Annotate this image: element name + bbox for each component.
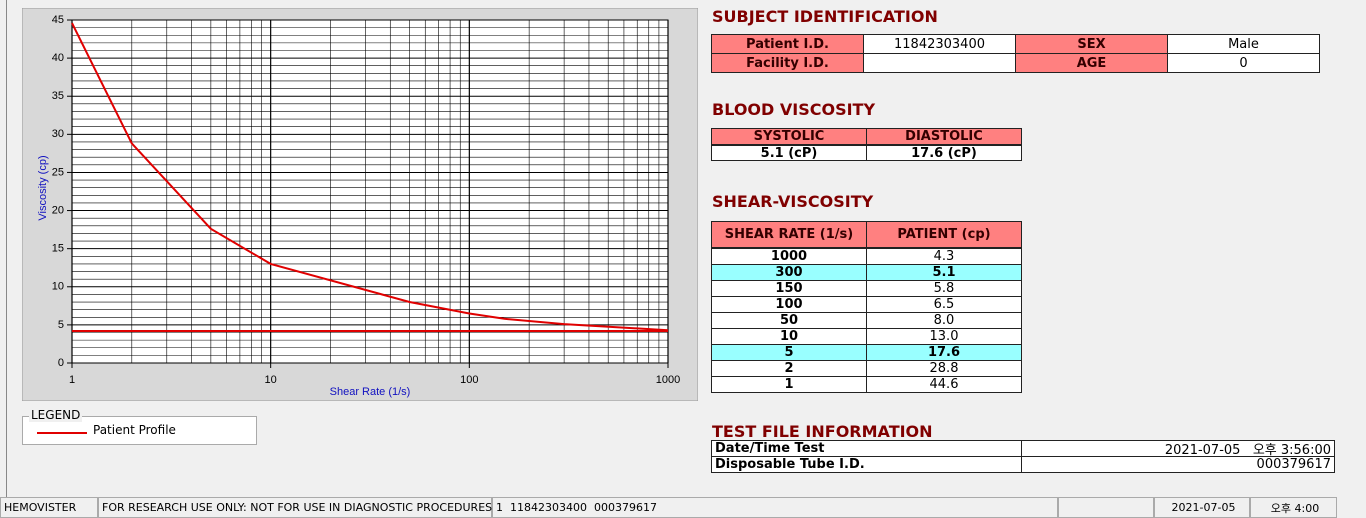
- x-tick-label: 1: [69, 374, 75, 386]
- table-cell: 17.6: [866, 344, 1022, 361]
- status-cell: 2021-07-05: [1154, 497, 1250, 518]
- y-tick-label: 0: [58, 357, 64, 369]
- table-cell: 5: [711, 344, 867, 361]
- data-line: [71, 22, 669, 332]
- y-axis-label: Viscosity (cp): [37, 155, 49, 220]
- legend-label: Patient Profile: [93, 423, 176, 437]
- table-cell: 5.8: [866, 280, 1022, 297]
- table-cell: 5.1: [866, 264, 1022, 281]
- y-tick-label: 15: [52, 243, 64, 255]
- table-cell: 100: [711, 296, 867, 313]
- chart: Viscosity (cp) Shear Rate (1/s) 0 5 10 15 20…: [22, 8, 698, 401]
- x-axis-label: Shear Rate (1/s): [330, 386, 411, 398]
- status-cell: 1 11842303400 000379617: [492, 497, 1058, 518]
- value-cell: 2021-07-05 오후 3:56:00: [1021, 440, 1335, 458]
- header-cell: SHEAR RATE (1/s): [711, 221, 867, 248]
- section-title: SUBJECT IDENTIFICATION: [712, 7, 938, 26]
- status-cell: HEMOVISTER: [0, 497, 98, 518]
- table-cell: 150: [711, 280, 867, 297]
- value-cell: 000379617: [1021, 456, 1335, 473]
- label-cell: Disposable Tube I.D.: [711, 456, 1022, 473]
- x-tick-label: 100: [460, 374, 478, 386]
- y-tick-label: 5: [58, 319, 64, 331]
- legend-swatch: [37, 432, 87, 434]
- value-cell: 0: [1167, 53, 1320, 73]
- table-cell: 50: [711, 312, 867, 329]
- table-cell: 6.5: [866, 296, 1022, 313]
- y-tick-label: 25: [52, 166, 64, 178]
- section-title: SHEAR-VISCOSITY: [712, 192, 874, 211]
- table-cell: 28.8: [866, 360, 1022, 377]
- value-cell: 17.6 (cP): [866, 145, 1022, 161]
- status-cell: 오후 4:00: [1250, 497, 1337, 518]
- y-tick-label: 35: [52, 90, 64, 102]
- label-cell: AGE: [1015, 53, 1168, 73]
- left-edge: [0, 0, 7, 497]
- table-cell: 13.0: [866, 328, 1022, 345]
- value-cell: 11842303400: [863, 34, 1016, 54]
- header-cell: SYSTOLIC: [711, 128, 867, 145]
- label-cell: Patient I.D.: [711, 34, 864, 54]
- table-cell: 1000: [711, 248, 867, 265]
- status-cell: [1058, 497, 1154, 518]
- header-cell: DIASTOLIC: [866, 128, 1022, 145]
- y-tick-label: 20: [52, 204, 64, 216]
- label-cell: Date/Time Test: [711, 440, 1022, 457]
- section-title: TEST FILE INFORMATION: [712, 422, 933, 441]
- y-tick-label: 30: [52, 128, 64, 140]
- section-title: BLOOD VISCOSITY: [712, 100, 876, 119]
- value-cell: [863, 53, 1016, 73]
- y-tick-label: 40: [52, 52, 64, 64]
- status-cell: FOR RESEARCH USE ONLY: NOT FOR USE IN DI…: [98, 497, 492, 518]
- label-cell: SEX: [1015, 34, 1168, 54]
- x-tick-label: 1000: [656, 374, 680, 386]
- legend: LEGEND Patient Profile: [22, 408, 257, 445]
- header-cell: PATIENT (cp): [866, 221, 1022, 248]
- table-cell: 300: [711, 264, 867, 281]
- table-cell: 2: [711, 360, 867, 377]
- plot-area: [71, 19, 669, 364]
- y-tick-label: 10: [52, 281, 64, 293]
- label-cell: Facility I.D.: [711, 53, 864, 73]
- table-cell: 4.3: [866, 248, 1022, 265]
- table-cell: 8.0: [866, 312, 1022, 329]
- table-cell: 10: [711, 328, 867, 345]
- y-tick-label: 45: [52, 14, 64, 26]
- value-cell: Male: [1167, 34, 1320, 54]
- value-cell: 5.1 (cP): [711, 145, 867, 161]
- table-cell: 44.6: [866, 376, 1022, 393]
- table-cell: 1: [711, 376, 867, 393]
- legend-title: LEGEND: [29, 408, 83, 422]
- x-tick-label: 10: [265, 374, 277, 386]
